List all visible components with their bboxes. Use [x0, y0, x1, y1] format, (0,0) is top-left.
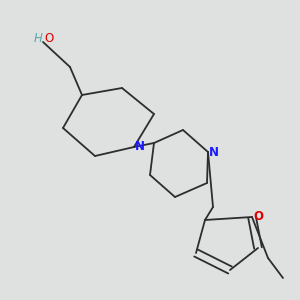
Text: O: O: [44, 32, 54, 46]
Text: N: N: [209, 146, 219, 158]
Text: N: N: [135, 140, 145, 154]
Text: O: O: [254, 211, 263, 224]
Text: H: H: [34, 32, 43, 46]
